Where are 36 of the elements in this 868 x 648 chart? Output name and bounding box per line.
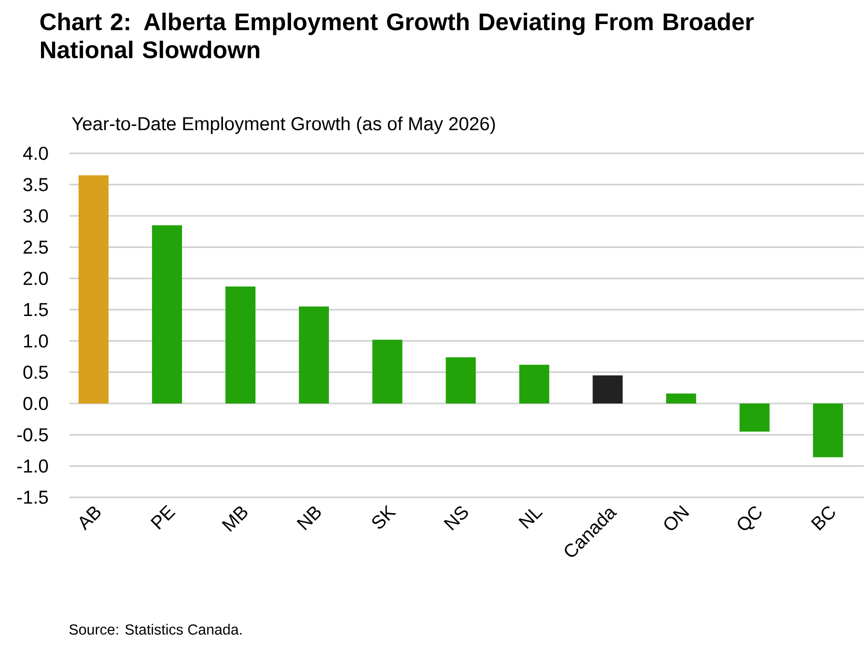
x-tick-label: BC xyxy=(810,506,835,530)
bar xyxy=(813,404,844,458)
bar xyxy=(298,306,329,404)
x-tick-label: SK xyxy=(372,504,396,529)
x-tick-label: AB xyxy=(80,506,100,531)
x-tick-label: NB xyxy=(296,506,321,530)
x-tick-label: MB xyxy=(222,506,248,532)
bar xyxy=(666,393,696,404)
y-tick-label: 1.0 xyxy=(24,334,48,348)
y-axis-title: Year-to-Date Employment Growth (as of May 2026) xyxy=(72,116,495,134)
y-tick-label: 3.0 xyxy=(23,209,48,222)
chart-title: Chart 2: Alberta Employment Growth Deviating From Broader National Slowdown xyxy=(40,12,754,58)
bar xyxy=(372,340,402,404)
bar xyxy=(592,375,623,404)
y-tick-label: 1.5 xyxy=(24,303,48,316)
x-tick-label: QC xyxy=(738,506,762,530)
y-tick-label: -0.5 xyxy=(17,428,48,442)
x-tick-label: NL xyxy=(518,509,543,529)
source-note: Source: Statistics Canada. xyxy=(69,624,242,635)
y-tick-label: 0.0 xyxy=(23,396,48,410)
y-tick-label: 3.5 xyxy=(23,178,48,192)
bar xyxy=(519,364,550,404)
y-tick-label: -1.0 xyxy=(17,459,48,473)
bar xyxy=(740,404,770,432)
bar xyxy=(152,225,182,404)
y-tick-label: -1.5 xyxy=(17,490,48,504)
y-tick-label: 2.5 xyxy=(24,240,48,254)
y-tick-label: 2.0 xyxy=(24,272,48,286)
bar xyxy=(225,286,256,404)
x-tick-label: ON xyxy=(664,505,690,530)
y-tick-label: 4.0 xyxy=(23,146,48,160)
bar xyxy=(446,357,476,404)
y-tick-label: 0.5 xyxy=(23,366,48,379)
x-tick-label: NS xyxy=(444,506,468,530)
bar xyxy=(78,175,109,404)
x-tick-label: PE xyxy=(150,504,176,530)
